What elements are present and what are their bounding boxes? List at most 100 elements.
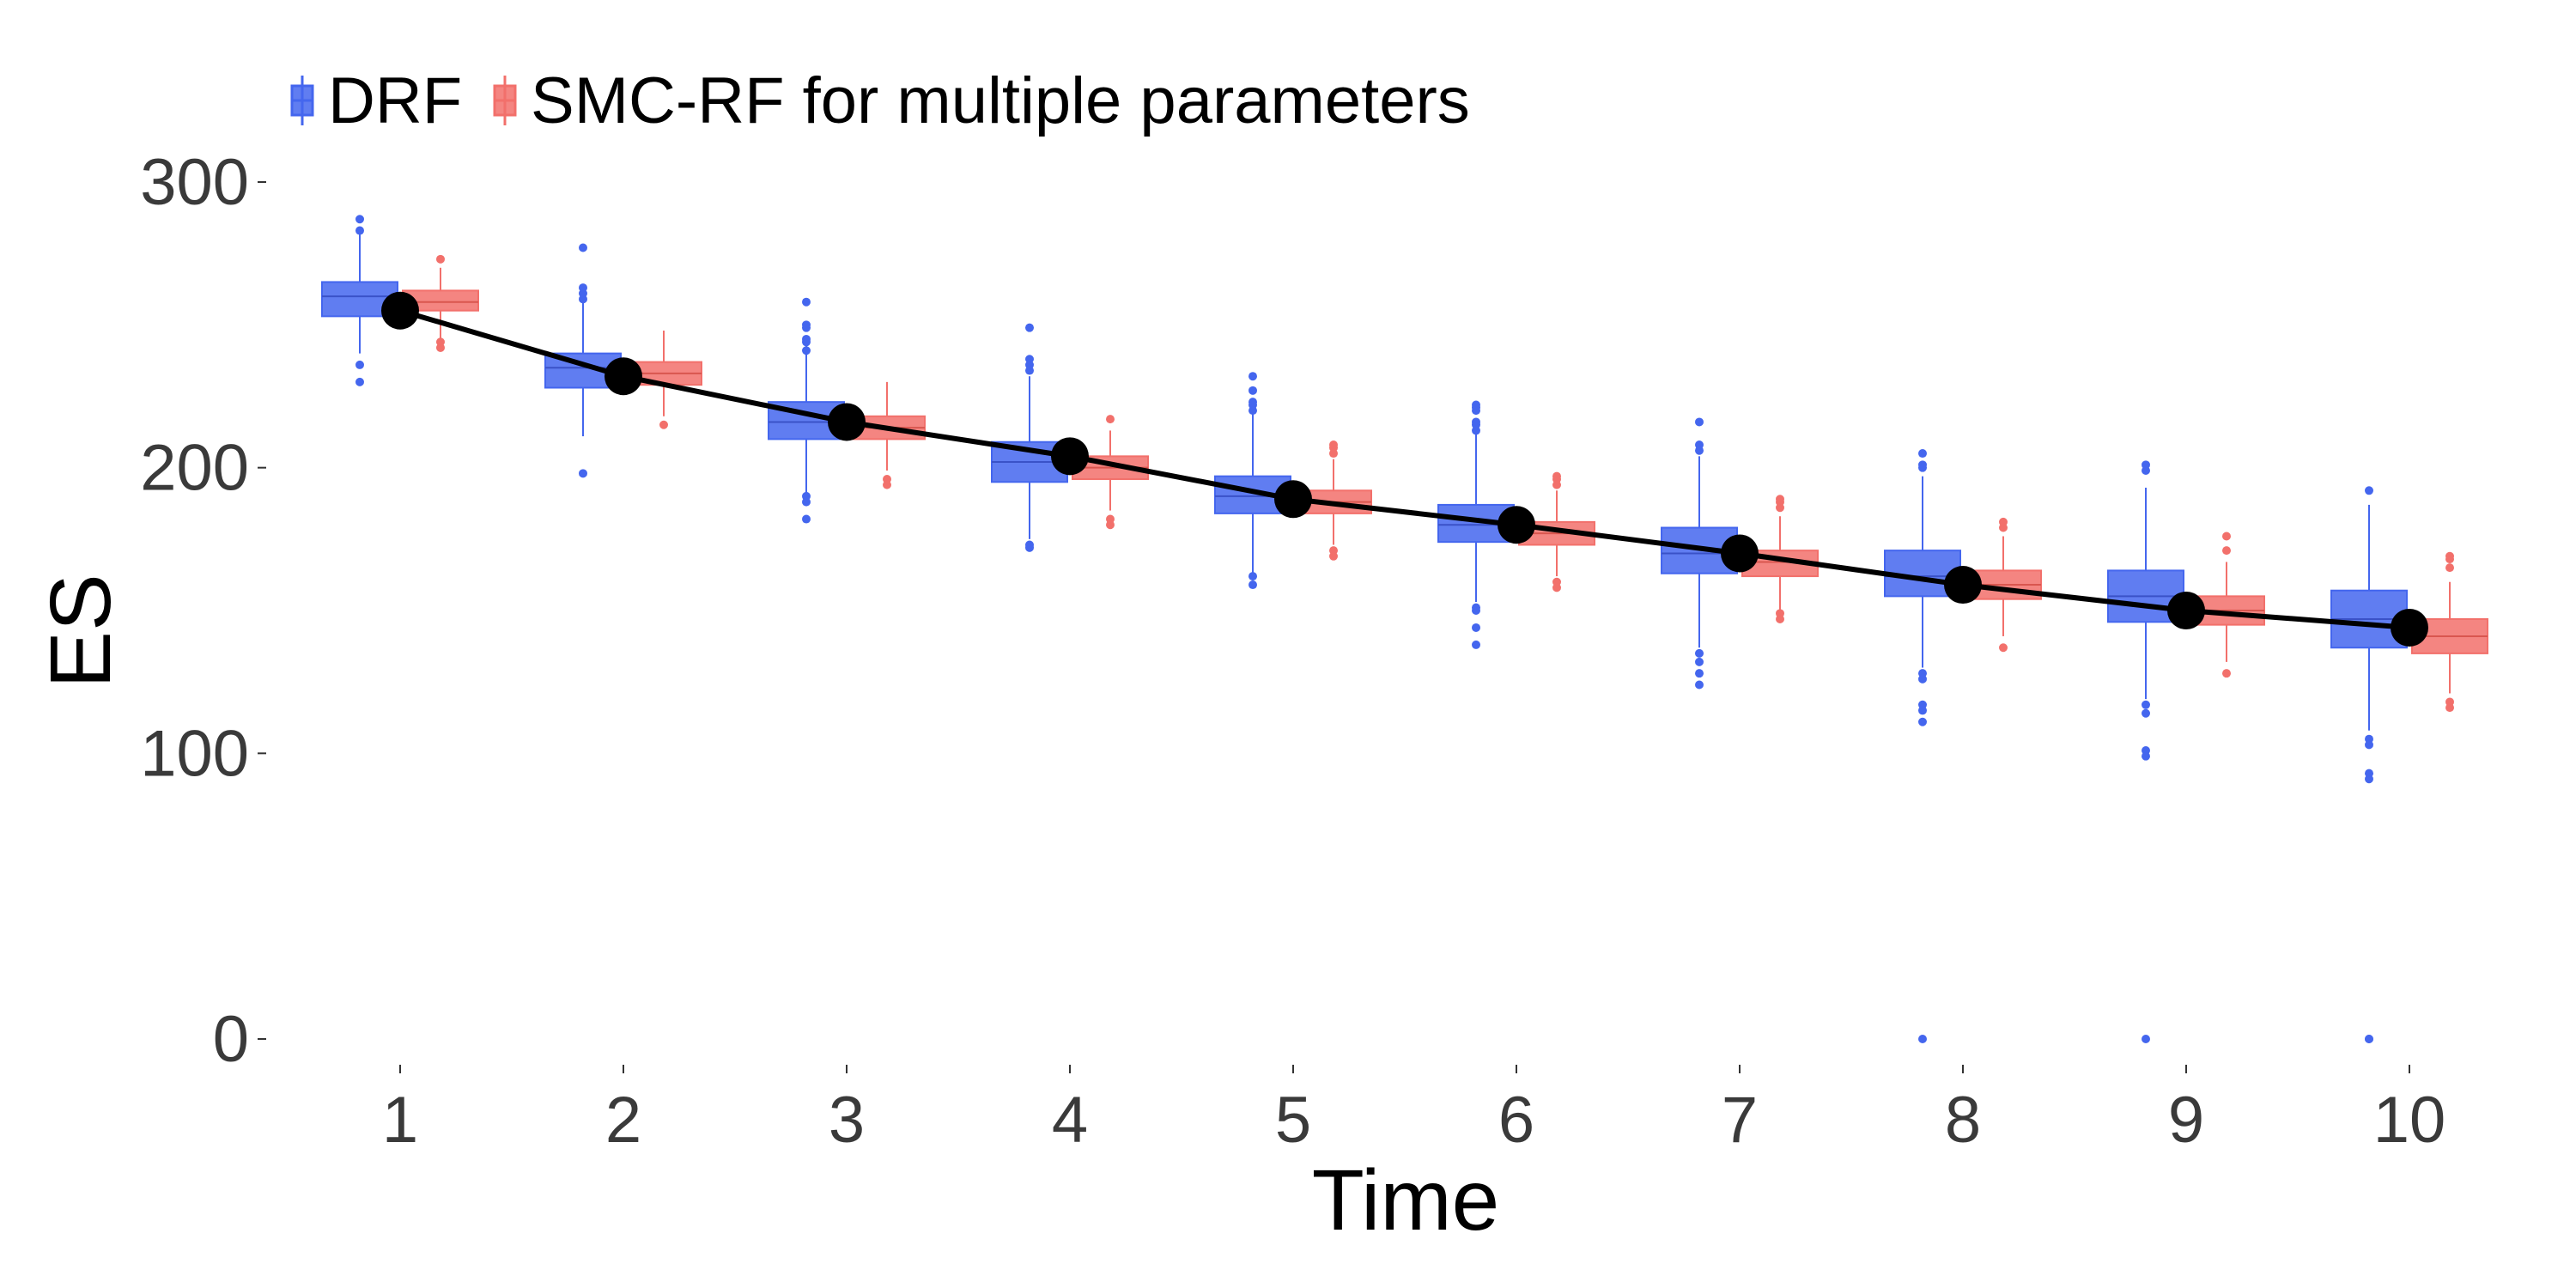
outlier-point (1106, 415, 1115, 424)
outlier-point (1695, 417, 1704, 427)
legend-label-smc: SMC-RF for multiple parameters (531, 64, 1470, 137)
y-tick-label: 300 (140, 146, 249, 219)
x-tick-label: 5 (1275, 1084, 1311, 1157)
x-tick-label: 2 (605, 1084, 641, 1157)
outlier-point (2445, 551, 2454, 561)
x-tick-label: 6 (1498, 1084, 1534, 1157)
x-axis: 1 2 3 4 5 6 7 8 9 10 (382, 1065, 2445, 1157)
drf-box-10 (2330, 486, 2408, 1043)
outlier-point (436, 337, 445, 347)
y-tick-label: 100 (140, 717, 249, 790)
outlier-point (1329, 546, 1338, 556)
x-tick-label: 1 (382, 1084, 418, 1157)
drf-box-4 (991, 323, 1068, 552)
x-axis-title: Time (1312, 1152, 1500, 1249)
drf-box-8 (1884, 449, 1961, 1043)
legend-key-smc (493, 76, 517, 125)
outlier-point (355, 215, 364, 224)
mean-point-10 (2391, 608, 2428, 647)
boxes-layer (321, 215, 2488, 1043)
outlier-point (1776, 495, 1784, 504)
outlier-point (1472, 400, 1480, 410)
y-tick-label: 200 (140, 432, 249, 505)
outlier-point (659, 420, 668, 429)
mean-point-2 (605, 357, 642, 396)
outlier-point (1695, 648, 1704, 658)
mean-point-9 (2167, 592, 2205, 629)
smc-box-4 (1072, 415, 1149, 530)
x-tick-label: 8 (1945, 1084, 1981, 1157)
x-tick-label: 4 (1052, 1084, 1088, 1157)
outlier-point (1918, 460, 1927, 470)
outlier-point (2222, 669, 2231, 678)
outlier-point (1249, 372, 1257, 381)
outlier-point (883, 474, 891, 483)
outlier-point (1552, 577, 1561, 586)
outlier-point (1918, 717, 1927, 726)
y-axis: 0 100 200 300 (140, 146, 266, 1076)
y-tick-label: 0 (213, 1003, 249, 1076)
outlier-point (2142, 746, 2150, 756)
mean-point-4 (1051, 437, 1089, 476)
outlier-point (1552, 471, 1561, 481)
mean-line (399, 307, 2410, 630)
x-tick-label: 9 (2168, 1084, 2204, 1157)
outlier-point (2222, 546, 2231, 556)
mean-point-1 (381, 291, 419, 330)
outlier-point (1025, 355, 1034, 364)
outlier-point (2445, 563, 2454, 573)
outlier-point (1695, 680, 1704, 690)
outlier-point (355, 377, 364, 386)
mean-point-8 (1944, 566, 1982, 605)
outlier-point (2142, 708, 2150, 718)
outlier-point (1472, 623, 1480, 632)
outlier-point (436, 254, 445, 264)
legend-label-drf: DRF (328, 64, 462, 137)
outlier-point (802, 491, 811, 501)
x-tick-label: 7 (1722, 1084, 1758, 1157)
outlier-point (1025, 540, 1034, 550)
outlier-point (1249, 580, 1257, 590)
outlier-point (1918, 700, 1927, 709)
outlier-point (1918, 449, 1927, 459)
y-axis-title: ES (33, 574, 129, 688)
outlier-point (2365, 1035, 2373, 1043)
outlier-point (802, 297, 811, 307)
outlier-point (1695, 657, 1704, 666)
outlier-point (579, 283, 587, 293)
outlier-point (1695, 669, 1704, 678)
outlier-point (1472, 603, 1480, 612)
outlier-point (2222, 532, 2231, 541)
outlier-point (2365, 486, 2373, 495)
drf-box-5 (1214, 372, 1291, 590)
outlier-point (579, 469, 587, 478)
outlier-point (1249, 572, 1257, 581)
outlier-point (579, 243, 587, 252)
outlier-point (2142, 460, 2150, 470)
outlier-point (2445, 697, 2454, 707)
outlier-point (2365, 769, 2373, 778)
outlier-point (1249, 398, 1257, 407)
outlier-point (1999, 643, 2008, 653)
drf-box-2 (544, 243, 622, 478)
outlier-point (1329, 440, 1338, 450)
smc-box-3 (848, 381, 926, 489)
drf-box-9 (2107, 460, 2184, 1043)
x-tick-label: 10 (2373, 1084, 2446, 1157)
mean-point-7 (1721, 534, 1759, 573)
outlier-point (2365, 734, 2373, 744)
outlier-point (2142, 1035, 2150, 1043)
outlier-point (1472, 417, 1480, 427)
outlier-point (802, 334, 811, 343)
legend: DRF SMC-RF for multiple parameters (290, 64, 1470, 137)
mean-point-3 (828, 403, 866, 441)
mean-point-6 (1498, 506, 1535, 544)
outlier-point (1106, 514, 1115, 524)
legend-key-drf (290, 76, 314, 125)
outlier-point (1918, 669, 1927, 678)
outlier-point (802, 514, 811, 524)
outlier-point (1249, 386, 1257, 395)
outlier-point (1472, 640, 1480, 649)
outlier-point (1025, 323, 1034, 332)
